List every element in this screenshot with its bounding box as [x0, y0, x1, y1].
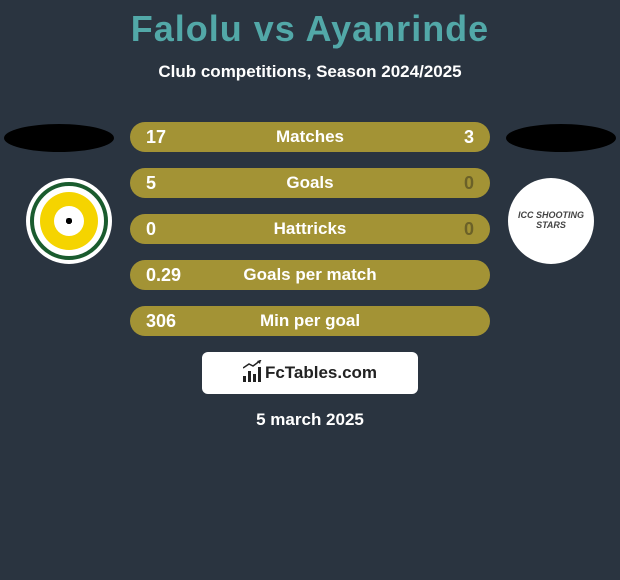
stat-label: Goals per match: [206, 265, 414, 285]
chart-icon: [243, 364, 261, 382]
stat-left-value: 0.29: [146, 265, 206, 286]
shadow-right: [506, 124, 616, 152]
stat-row-hattricks: 0 Hattricks 0: [130, 214, 490, 244]
stat-row-matches: 17 Matches 3: [130, 122, 490, 152]
brand-label: FcTables.com: [265, 363, 377, 383]
club-badge-right: ICC SHOOTING STARS: [508, 178, 594, 264]
stat-left-value: 306: [146, 311, 206, 332]
page-title: Falolu vs Ayanrinde: [0, 0, 620, 50]
brand-badge[interactable]: FcTables.com: [202, 352, 418, 394]
stat-label: Goals: [206, 173, 414, 193]
stat-row-goals-per-match: 0.29 Goals per match: [130, 260, 490, 290]
date-label: 5 march 2025: [0, 410, 620, 430]
stat-left-value: 17: [146, 127, 206, 148]
stat-row-goals: 5 Goals 0: [130, 168, 490, 198]
stat-right-value: 0: [414, 173, 474, 194]
stat-label: Matches: [206, 127, 414, 147]
stat-label: Hattricks: [206, 219, 414, 239]
stat-left-value: 5: [146, 173, 206, 194]
stat-right-value: 0: [414, 219, 474, 240]
page-subtitle: Club competitions, Season 2024/2025: [0, 62, 620, 82]
stats-container: 17 Matches 3 5 Goals 0 0 Hattricks 0 0.2…: [130, 122, 490, 352]
club-badge-left: [26, 178, 112, 264]
shadow-left: [4, 124, 114, 152]
stat-label: Min per goal: [206, 311, 414, 331]
stat-left-value: 0: [146, 219, 206, 240]
stat-row-min-per-goal: 306 Min per goal: [130, 306, 490, 336]
stat-right-value: 3: [414, 127, 474, 148]
